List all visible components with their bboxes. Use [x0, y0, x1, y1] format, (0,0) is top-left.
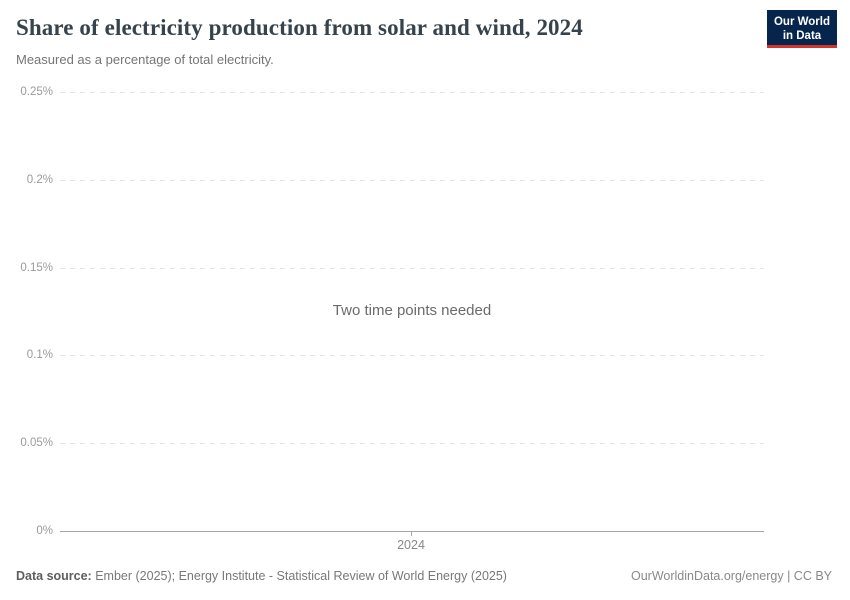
x-tick-mark [411, 531, 412, 536]
gridline-01 [60, 355, 764, 356]
owid-logo-line2: in Data [782, 30, 822, 42]
data-source-text: Ember (2025); Energy Institute - Statist… [91, 569, 507, 583]
chart-title: Share of electricity production from sol… [16, 15, 583, 40]
y-tick-label: 0.25% [20, 86, 53, 98]
chart-subtitle: Measured as a percentage of total electr… [16, 52, 274, 67]
x-axis-line [60, 531, 764, 532]
gridline-005 [60, 443, 764, 444]
y-tick-label: 0.05% [20, 437, 53, 449]
gridline-015 [60, 268, 764, 269]
y-tick-label: 0.2% [26, 174, 53, 186]
attribution-link[interactable]: OurWorldinData.org/energy | CC BY [630, 569, 832, 583]
gridline-02 [60, 180, 764, 181]
x-tick-label: 2024 [397, 538, 425, 552]
y-tick-label: 0% [36, 525, 53, 537]
owid-logo[interactable]: Our World in Data [767, 10, 837, 48]
data-source-label: Data source: [16, 569, 92, 583]
empty-state-message: Two time points needed [332, 302, 492, 319]
gridline-025 [60, 92, 764, 93]
owid-logo-line1: Our World [773, 16, 830, 28]
y-tick-label: 0.15% [20, 262, 53, 274]
data-source-note: Data source: Ember (2025); Energy Instit… [16, 569, 507, 583]
y-tick-label: 0.1% [26, 349, 53, 361]
